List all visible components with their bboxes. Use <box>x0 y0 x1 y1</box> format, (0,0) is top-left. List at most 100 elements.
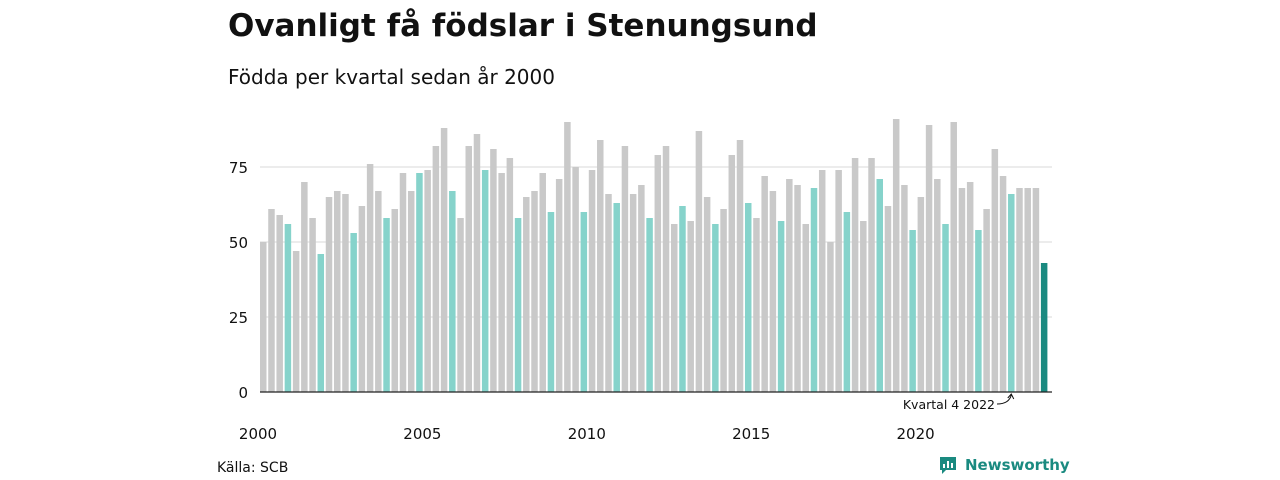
bar <box>679 206 686 392</box>
bar <box>1040 263 1048 392</box>
newsworthy-logo-icon <box>940 457 956 474</box>
bar-chart: 0 25 50 75 2000 2005 2010 2015 2020 Kvartal 4 20… <box>229 119 1052 443</box>
bar <box>301 182 308 392</box>
bar <box>383 218 390 392</box>
bar <box>523 197 530 392</box>
bar <box>909 230 916 392</box>
bar <box>818 170 826 392</box>
bar <box>342 194 349 392</box>
bar <box>416 173 423 392</box>
bar <box>769 191 777 392</box>
bar <box>564 122 571 392</box>
bar <box>917 197 925 392</box>
bar <box>276 215 283 392</box>
bar <box>1016 188 1023 392</box>
bar <box>309 218 316 392</box>
bar <box>498 173 505 392</box>
x-tick-label: 2005 <box>403 425 441 443</box>
bar <box>547 212 555 392</box>
bar <box>942 224 949 392</box>
bar <box>958 188 966 392</box>
bar <box>892 119 900 392</box>
bar <box>744 203 752 392</box>
bar <box>654 155 662 392</box>
bar <box>473 134 481 392</box>
bar <box>1032 188 1040 392</box>
bar <box>514 218 522 392</box>
axes: 0 25 50 75 2000 2005 2010 2015 2020 <box>229 159 1052 443</box>
bar <box>966 182 974 392</box>
bar <box>646 218 653 392</box>
bar <box>860 221 867 392</box>
bar <box>531 191 538 392</box>
bar <box>391 209 399 392</box>
annotation: Kvartal 4 2022 <box>903 393 1015 412</box>
bars <box>260 119 1048 392</box>
x-tick-label: 2000 <box>239 425 277 443</box>
annotation-arrowhead <box>1007 393 1015 400</box>
bar <box>662 146 670 392</box>
bar <box>317 254 325 392</box>
bar <box>424 170 431 392</box>
bar <box>868 158 875 392</box>
bar <box>432 146 440 392</box>
bar <box>671 224 678 392</box>
bar <box>1024 188 1031 392</box>
bar <box>449 191 456 392</box>
annotation-arrow <box>996 394 1012 405</box>
chart-subtitle: Födda per kvartal sedan år 2000 <box>228 65 555 89</box>
bar <box>588 170 596 392</box>
bar <box>597 140 604 392</box>
bar <box>621 146 629 392</box>
bar <box>613 203 620 392</box>
bar <box>843 212 851 392</box>
bar <box>728 155 736 392</box>
x-tick-label: 2010 <box>568 425 606 443</box>
bar <box>827 242 834 392</box>
bar <box>440 128 448 392</box>
bar <box>687 221 694 392</box>
chart-title: Ovanligt få födslar i Stenungsund <box>228 8 818 44</box>
bar <box>835 170 842 392</box>
bar <box>777 221 785 392</box>
bar <box>1008 194 1015 392</box>
bar <box>810 188 818 392</box>
bar <box>284 224 292 392</box>
bar <box>999 176 1007 392</box>
bar <box>794 185 801 392</box>
bar <box>605 194 612 392</box>
bar <box>975 230 982 392</box>
bar <box>712 224 719 392</box>
bar <box>506 158 514 392</box>
bar <box>991 149 999 392</box>
y-tick-label: 0 <box>238 384 248 402</box>
bar <box>786 179 793 392</box>
y-tick-label: 25 <box>229 309 248 327</box>
bar <box>358 206 366 392</box>
bar <box>753 218 760 392</box>
bar <box>268 209 275 392</box>
bar <box>555 179 563 392</box>
bar <box>876 179 883 392</box>
bar <box>350 233 357 392</box>
bar <box>580 212 588 392</box>
y-tick-label: 75 <box>229 159 248 177</box>
bar <box>695 131 703 392</box>
bar <box>325 197 333 392</box>
bar <box>629 194 637 392</box>
bar <box>983 209 990 392</box>
newsworthy-logo-text: Newsworthy <box>965 456 1070 474</box>
bar <box>399 173 407 392</box>
bar <box>884 206 892 392</box>
bar <box>260 242 267 392</box>
bar <box>490 149 497 392</box>
bar <box>572 167 579 392</box>
bar <box>333 191 341 392</box>
x-tick-label: 2015 <box>732 425 770 443</box>
bar <box>934 179 941 392</box>
bar <box>736 140 744 392</box>
bar <box>925 125 933 392</box>
y-tick-label: 50 <box>229 234 248 252</box>
bar <box>366 164 374 392</box>
bar <box>481 170 489 392</box>
